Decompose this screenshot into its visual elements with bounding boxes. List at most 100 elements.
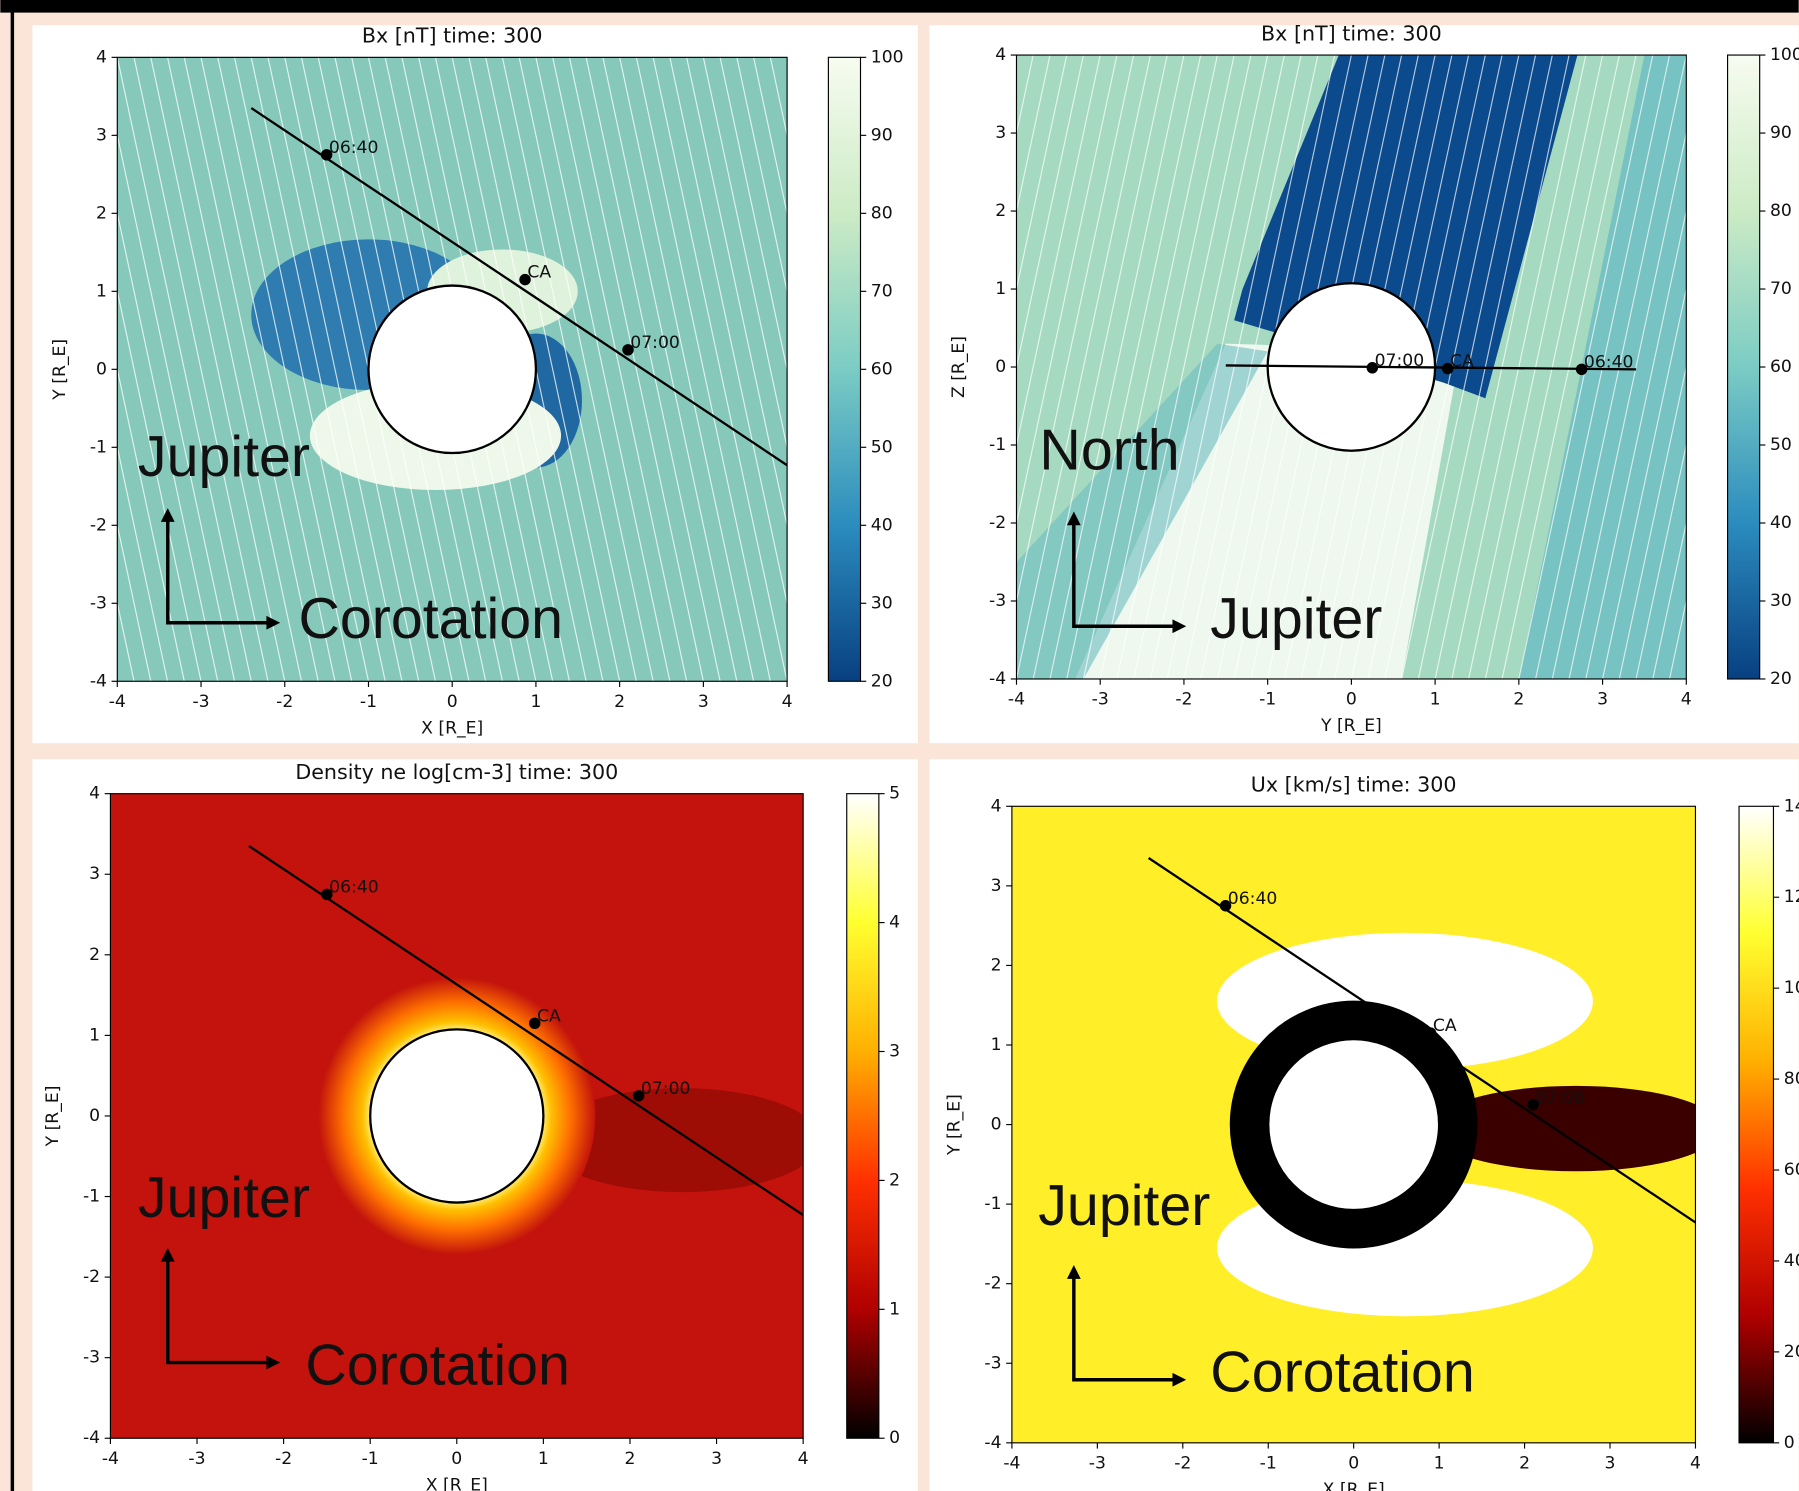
colorbar-tick-label: 20 [1784, 1342, 1799, 1362]
chart-title: Density ne log[cm-3] time: 300 [295, 760, 618, 784]
colorbar-tick-label: 60 [1770, 357, 1792, 377]
y-tick-label: 3 [89, 864, 100, 884]
colorbar-tick-label: 40 [1770, 513, 1792, 533]
x-tick-label: 3 [1597, 690, 1608, 710]
x-tick-label: -4 [1003, 1453, 1020, 1473]
point-label: CA [527, 263, 551, 283]
y-tick-label: 2 [96, 203, 107, 223]
y-tick-label: -4 [989, 669, 1006, 689]
y-tick-label: -4 [984, 1433, 1001, 1453]
x-tick-label: 0 [1348, 1453, 1359, 1473]
chart-title: Bx [nT] time: 300 [362, 24, 543, 48]
x-axis-label: X [R_E] [421, 718, 483, 738]
y-tick-label: 0 [89, 1106, 100, 1126]
y-tick-label: 1 [995, 279, 1006, 299]
annotation: Corotation [299, 587, 564, 651]
colorbar-tick-label: 80 [871, 203, 893, 223]
colorbar-tick-label: 30 [1770, 591, 1792, 611]
colorbar-tick-label: 50 [1770, 435, 1792, 455]
y-tick-label: 3 [995, 123, 1006, 143]
y-axis-label: Z [R_E] [949, 336, 969, 398]
colorbar-tick-label: 5 [889, 784, 900, 804]
y-tick-label: 3 [991, 876, 1002, 896]
x-tick-label: -3 [1092, 690, 1109, 710]
colorbar-tick-label: 40 [1784, 1251, 1799, 1271]
page: {"chart_data": [ {"type": "heatmap", "ti… [0, 0, 1799, 1491]
y-tick-label: 1 [89, 1025, 100, 1045]
y-tick-label: -3 [984, 1353, 1001, 1373]
x-tick-label: 2 [1519, 1453, 1530, 1473]
y-tick-label: 1 [991, 1035, 1002, 1055]
y-tick-label: -1 [989, 435, 1006, 455]
planet [370, 1029, 543, 1202]
x-tick-label: -2 [1175, 690, 1192, 710]
x-tick-label: -3 [192, 692, 209, 712]
y-tick-label: 4 [89, 784, 100, 804]
y-tick-label: -1 [984, 1194, 1001, 1214]
left-bar [11, 0, 14, 1491]
point-label: 07:00 [1375, 351, 1425, 371]
point-label: 07:00 [1535, 1088, 1585, 1108]
planet [368, 286, 535, 453]
colorbar-tick-label: 20 [1770, 669, 1792, 689]
x-tick-label: -3 [1089, 1453, 1106, 1473]
x-tick-label: -4 [102, 1449, 119, 1469]
y-tick-label: 2 [991, 955, 1002, 975]
y-tick-label: 4 [991, 796, 1002, 816]
planet [1268, 1039, 1439, 1210]
x-tick-label: -4 [1008, 690, 1025, 710]
x-axis-label: X [R_E] [1323, 1480, 1385, 1491]
x-tick-label: 4 [798, 1449, 809, 1469]
colorbar-tick-label: 60 [1784, 1160, 1799, 1180]
annotation: Jupiter [1038, 1174, 1210, 1238]
point-label: CA [1450, 352, 1474, 372]
colorbar [828, 57, 860, 681]
colorbar-tick-label: 50 [871, 437, 893, 457]
figure: 06:40 CA 07:00 -4 -3 -2 -1 0 1 2 3 4 -4 -3 -2 -1 0 1 2 3 4 Bx… [0, 0, 1799, 1491]
colorbar-tick-label: 20 [871, 671, 893, 691]
x-tick-label: 0 [451, 1449, 462, 1469]
chart-title: Ux [km/s] time: 300 [1251, 773, 1457, 797]
annotation: Jupiter [138, 425, 310, 489]
point-label: 06:40 [1228, 889, 1278, 909]
point-label: 06:40 [329, 878, 379, 898]
point-label: CA [1433, 1016, 1457, 1036]
y-tick-label: 0 [995, 357, 1006, 377]
annotation: North [1039, 418, 1179, 482]
y-tick-label: 3 [96, 125, 107, 145]
colorbar-tick-label: 120 [1784, 887, 1799, 907]
y-tick-label: -2 [83, 1267, 100, 1287]
x-tick-label: 4 [1690, 1453, 1701, 1473]
colorbar-tick-label: 1 [889, 1299, 900, 1319]
colorbar-tick-label: 80 [1770, 201, 1792, 221]
colorbar-tick-label: 3 [889, 1041, 900, 1061]
top-bar [0, 0, 1798, 13]
x-axis-label: Y [R_E] [1320, 716, 1382, 736]
x-tick-label: -1 [362, 1449, 379, 1469]
y-tick-label: 2 [89, 945, 100, 965]
y-tick-label: -4 [90, 671, 107, 691]
y-tick-label: 0 [991, 1115, 1002, 1135]
y-tick-label: -3 [989, 591, 1006, 611]
y-tick-label: -1 [83, 1187, 100, 1207]
point-label: 06:40 [329, 138, 379, 158]
colorbar-tick-label: 0 [1784, 1433, 1795, 1453]
colorbar-tick-label: 60 [871, 359, 893, 379]
x-tick-label: 0 [1346, 690, 1357, 710]
y-axis-label: Y [R_E] [43, 1086, 63, 1148]
colorbar-tick-label: 100 [1770, 45, 1799, 65]
chart-title: Bx [nT] time: 300 [1261, 21, 1442, 45]
x-axis-label: X [R_E] [426, 1475, 488, 1491]
y-axis-label: Y [R_E] [50, 339, 70, 401]
colorbar-tick-label: 40 [871, 515, 893, 535]
annotation: Corotation [1210, 1340, 1475, 1404]
y-tick-label: -2 [989, 513, 1006, 533]
colorbar-tick-label: 90 [871, 125, 893, 145]
point-label: 06:40 [1584, 352, 1634, 372]
colorbar-tick-label: 0 [889, 1428, 900, 1448]
y-tick-label: 1 [96, 281, 107, 301]
y-axis-label: Y [R_E] [945, 1094, 965, 1156]
x-tick-label: 3 [711, 1449, 722, 1469]
colorbar [1739, 806, 1773, 1443]
x-tick-label: 4 [782, 692, 793, 712]
